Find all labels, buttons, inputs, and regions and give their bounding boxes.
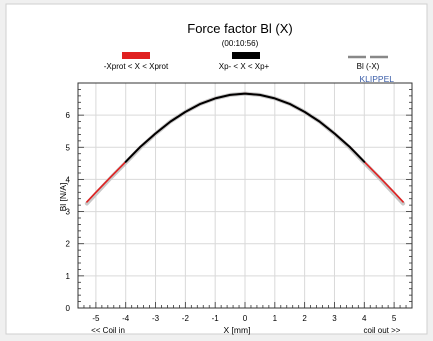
y-tick-label: 0 xyxy=(66,304,71,313)
legend-label: Bl (-X) xyxy=(357,62,380,71)
x-tick-label: 1 xyxy=(273,314,278,323)
x-tick-label: 2 xyxy=(302,314,307,323)
x-tick-label: 5 xyxy=(392,314,397,323)
legend-swatch xyxy=(122,52,150,59)
chart-title: Force factor Bl (X) xyxy=(187,21,292,36)
x-axis-label: X [mm] xyxy=(224,325,251,335)
y-tick-label: 4 xyxy=(66,175,71,184)
series-line-2 xyxy=(124,92,366,163)
series-group xyxy=(84,91,406,206)
legend-label: -Xprot < X < Xprot xyxy=(104,62,169,71)
x-tick-label: -4 xyxy=(122,314,130,323)
y-tick-label: 3 xyxy=(66,208,71,217)
x-left-note: << Coil in xyxy=(91,326,125,335)
x-tick-label: -1 xyxy=(212,314,220,323)
y-tick-label: 6 xyxy=(66,111,71,120)
legend-label: Xp- < X < Xp+ xyxy=(219,62,270,71)
x-tick-label: -2 xyxy=(182,314,190,323)
y-tick-label: 2 xyxy=(66,240,71,249)
legend-swatch xyxy=(232,52,260,59)
x-tick-label: 4 xyxy=(362,314,367,323)
y-tick-label: 5 xyxy=(66,143,71,152)
x-tick-label: -5 xyxy=(92,314,100,323)
legend: -Xprot < X < Xprot Xp- < X < Xp+ Bl (-X) xyxy=(104,52,388,71)
y-axis-label: Bl [N/A] xyxy=(58,183,68,212)
x-right-note: coil out >> xyxy=(364,326,401,335)
axes: -5 -4 -3 -2 -1 0 1 2 3 4 5 0 1 2 3 4 5 6 xyxy=(66,82,413,323)
brand-label: KLIPPEL xyxy=(360,74,395,84)
x-tick-label: 0 xyxy=(243,314,248,323)
x-tick-label: -3 xyxy=(152,314,160,323)
y-tick-label: 1 xyxy=(66,272,71,281)
chart-subtitle: (00:10:56) xyxy=(222,39,259,48)
x-tick-label: 3 xyxy=(332,314,337,323)
grid xyxy=(78,83,412,309)
